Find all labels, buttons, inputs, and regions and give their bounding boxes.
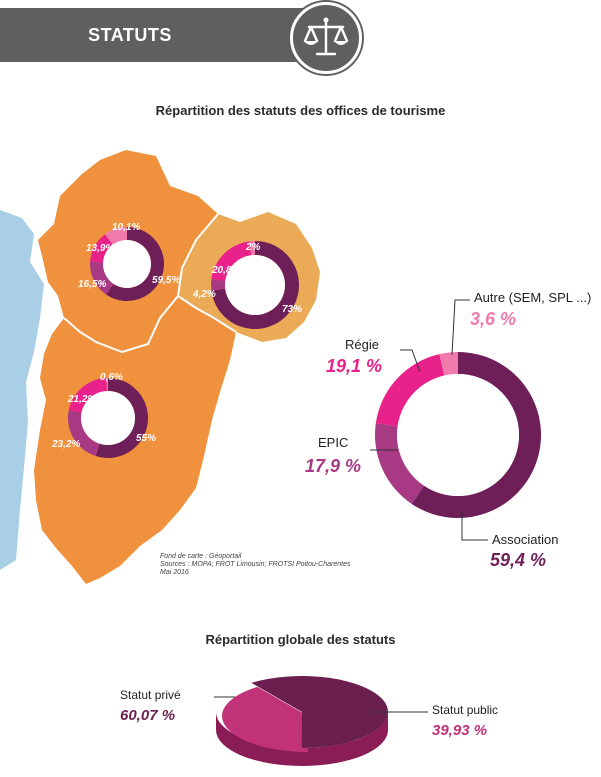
donut-hole <box>225 255 285 315</box>
donut-value-label: 55% <box>136 433 156 444</box>
donut-value-label: 0,6% <box>100 372 123 383</box>
global-chart-title: Répartition globale des statuts <box>205 632 396 647</box>
donut-slice-association <box>95 378 148 458</box>
section-title: STATUTS <box>88 25 172 45</box>
donut-slice-epic <box>90 261 114 295</box>
legend-value: 59,4 % <box>490 550 546 570</box>
header-banner <box>0 8 320 62</box>
global-donut-slice <box>374 423 425 504</box>
legend-label: EPIC <box>318 435 348 450</box>
callout-line <box>400 349 421 373</box>
donut-hole <box>81 391 135 445</box>
pie3d-label: 60,07 % <box>120 707 175 724</box>
donut-slice-epic <box>211 278 226 291</box>
source-line: Fond de carte : Géoportail <box>160 553 242 560</box>
pie3d-slice-private <box>251 675 388 748</box>
pie3d-label: 39,93 % <box>432 722 487 739</box>
sea-area <box>0 210 44 570</box>
donut-slice-autre <box>106 378 108 392</box>
map-chart-title: Répartition des statuts des offices de t… <box>155 103 446 118</box>
donut-value-label: 21,2% <box>67 394 96 405</box>
pie3d-label: Statut public <box>432 703 498 717</box>
emblem-badge <box>290 2 362 74</box>
donut-slice-association <box>106 227 164 301</box>
donut-slice-régie <box>68 378 107 413</box>
pie3d-side <box>216 712 388 766</box>
donut-value-label: 73% <box>282 304 302 315</box>
map-source: Fond de carte : Géoportail Sources : MOP… <box>160 553 350 577</box>
map-region-borders <box>63 213 237 354</box>
donut-value-label: 2% <box>245 242 261 253</box>
legend-label: Autre (SEM, SPL ...) <box>474 290 591 305</box>
donut-slice-régie <box>90 234 113 263</box>
donut-value-label: 4,2% <box>192 289 216 300</box>
donut-value-label: 16,5% <box>78 279 106 290</box>
donut-slice-régie <box>211 241 252 281</box>
donut-slice-epic <box>67 410 100 457</box>
legend-value: 17,9 % <box>305 456 361 476</box>
legend-label: Association <box>492 532 558 547</box>
donut-hole <box>103 240 151 288</box>
global-donut-slice <box>411 352 542 518</box>
legend-value: 19,1 % <box>326 356 382 376</box>
legend-value: 3,6 % <box>470 309 516 329</box>
donut-slice-autre <box>249 241 255 256</box>
scales-icon <box>303 17 349 56</box>
pie3d-slice-public <box>222 686 308 752</box>
donut-value-label: 13,9% <box>86 243 114 254</box>
global-donut-slice <box>439 352 458 376</box>
source-line: Mai 2016 <box>160 569 189 576</box>
donut-slice-autre <box>105 227 127 245</box>
source-line: Sources : MOPA; FROT Limousin; FROTSI Po… <box>160 561 351 568</box>
donut-value-label: 59,5% <box>152 275 180 286</box>
pie3d-label: Statut privé <box>120 688 181 702</box>
donut-value-label: 10,1% <box>112 222 140 233</box>
donut-value-label: 20,8% <box>211 265 240 276</box>
legend-label: Régie <box>345 337 379 352</box>
donut-value-label: 23,2% <box>51 439 80 450</box>
global-donut-hole <box>397 374 519 496</box>
callout-line <box>461 512 488 541</box>
callout-line <box>451 299 470 356</box>
donut-slice-association <box>211 241 300 329</box>
global-donut-slice <box>375 354 445 427</box>
